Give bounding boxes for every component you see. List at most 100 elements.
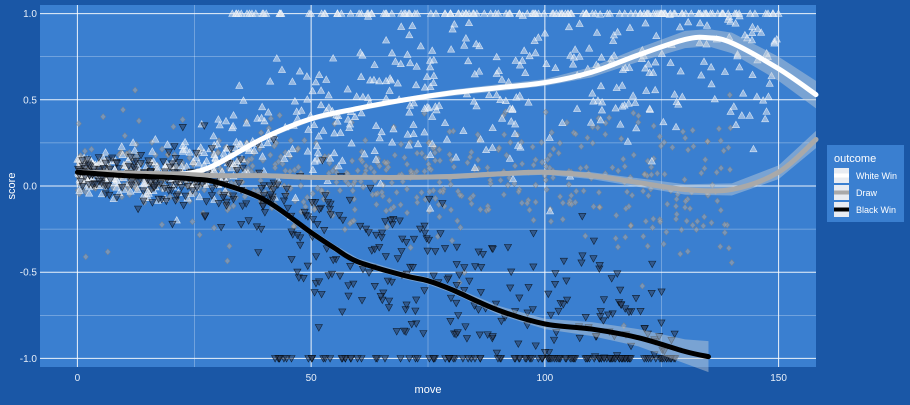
scatter-point (404, 209, 411, 217)
scatter-point (590, 203, 597, 211)
scatter-point (657, 9, 666, 17)
scatter-point (299, 275, 308, 283)
scatter-point (327, 270, 337, 279)
scatter-point (344, 282, 353, 290)
scatter-point (182, 162, 191, 170)
scatter-point (272, 54, 281, 62)
scatter-point (127, 181, 136, 190)
scatter-point (471, 263, 480, 271)
scatter-point (678, 226, 685, 234)
scatter-point (192, 184, 202, 192)
x-tick-label: 150 (770, 373, 787, 384)
scatter-point (657, 142, 664, 150)
scatter-point (654, 169, 661, 177)
scatter-point (333, 117, 342, 125)
scatter-point (133, 205, 143, 214)
scatter-point (598, 97, 607, 106)
scatter-point (657, 319, 666, 328)
scatter-point (595, 262, 604, 270)
scatter-point (369, 75, 379, 84)
scatter-point (423, 247, 432, 256)
scatter-point (530, 9, 540, 17)
scatter-point (159, 158, 168, 166)
scatter-point (514, 340, 523, 349)
scatter-point (460, 264, 469, 272)
scatter-point (746, 9, 755, 17)
scatter-point (228, 192, 238, 200)
scatter-point (118, 150, 127, 159)
scatter-point (469, 97, 479, 105)
scatter-point (507, 268, 516, 277)
scatter-point (234, 180, 244, 188)
scatter-point (402, 301, 411, 310)
x-tick-label: 0 (75, 373, 81, 384)
scatter-point (164, 148, 174, 157)
scatter-point (361, 225, 371, 234)
scatter-point (636, 307, 645, 316)
scatter-point (282, 167, 289, 175)
scatter-point (242, 200, 251, 208)
scatter-point (527, 355, 536, 363)
scatter-point (629, 91, 638, 99)
scatter-point (452, 261, 461, 269)
scatter-point (245, 9, 254, 17)
scatter-point (706, 9, 715, 17)
scatter-point (761, 114, 770, 123)
scatter-point (346, 9, 355, 17)
scatter-point (277, 153, 284, 161)
scatter-point (611, 103, 620, 112)
scatter-point (337, 355, 346, 363)
scatter-point (609, 164, 616, 171)
scatter-point (267, 151, 274, 159)
scatter-point (524, 98, 533, 106)
scatter-point (478, 251, 488, 259)
scatter-point (449, 237, 456, 245)
scatter-point (594, 124, 601, 132)
scatter-point (704, 137, 711, 145)
scatter-point (492, 90, 501, 99)
scatter-point (202, 198, 211, 206)
scatter-point (718, 164, 725, 172)
scatter-point (545, 133, 554, 141)
scatter-point (313, 148, 323, 156)
scatter-point (630, 109, 637, 117)
scatter-point (426, 164, 433, 172)
scatter-point (144, 157, 153, 165)
scatter-point (507, 138, 514, 146)
scatter-point (315, 206, 324, 214)
scatter-point (367, 164, 374, 172)
scatter-point (621, 63, 630, 72)
scatter-point (689, 221, 696, 229)
scatter-point (709, 181, 716, 189)
scatter-point (617, 355, 626, 363)
scatter-point (659, 117, 668, 126)
scatter-point (94, 154, 103, 162)
scatter-point (602, 130, 609, 138)
scatter-point (657, 49, 666, 57)
scatter-point (508, 174, 518, 183)
x-axis-ticks: 0 50 100 150 (75, 373, 788, 384)
scatter-point (521, 68, 530, 76)
scatter-point (177, 184, 186, 192)
scatter-point (426, 82, 435, 90)
scatter-point (446, 294, 456, 303)
scatter-point (110, 178, 119, 186)
scatter-point (201, 186, 208, 194)
scatter-point (440, 245, 450, 253)
legend-title: outcome (834, 153, 876, 165)
scatter-point (642, 217, 649, 225)
scatter-point (310, 289, 319, 297)
scatter-point (652, 31, 661, 39)
scatter-point (551, 270, 560, 278)
scatter-point (398, 140, 405, 148)
scatter-point (695, 38, 704, 46)
scatter-point (707, 79, 716, 88)
scatter-point (411, 307, 420, 316)
scatter-point (464, 159, 471, 167)
scatter-point (623, 137, 632, 145)
scatter-point (727, 124, 734, 132)
scatter-point (726, 91, 733, 99)
scatter-point (589, 139, 596, 147)
scatter-point (693, 226, 700, 234)
scatter-point (387, 9, 396, 17)
